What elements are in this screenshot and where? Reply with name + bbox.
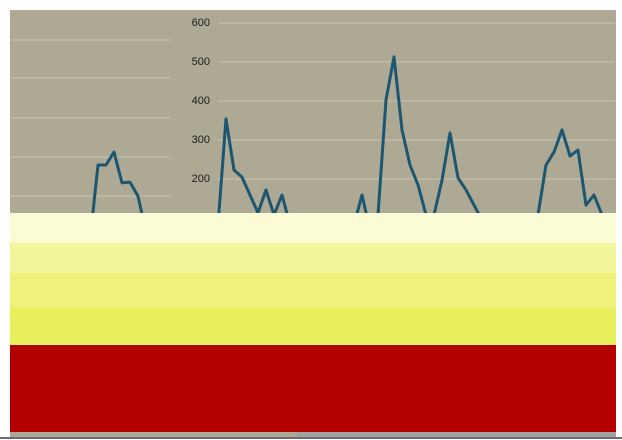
y-tick-label: 600 bbox=[192, 17, 210, 29]
overlay-band bbox=[10, 273, 616, 308]
overlay-band bbox=[10, 213, 616, 243]
y-tick-label: 300 bbox=[192, 134, 210, 146]
bottom-border bbox=[0, 437, 622, 439]
overlay-band bbox=[10, 345, 616, 432]
y-tick-label: 500 bbox=[192, 56, 210, 68]
y-tick-label: 200 bbox=[192, 173, 210, 185]
overlay-band bbox=[10, 243, 616, 273]
overlay-band bbox=[297, 432, 616, 437]
left-panel-lines bbox=[10, 39, 170, 197]
overlay-band bbox=[10, 308, 616, 345]
y-tick-label: 400 bbox=[192, 95, 210, 107]
corruption-overlay bbox=[0, 213, 622, 439]
